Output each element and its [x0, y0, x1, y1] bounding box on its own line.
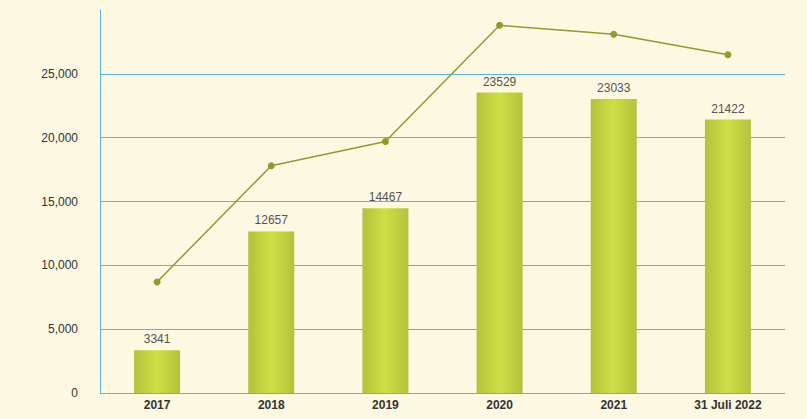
svg-text:2021: 2021 [600, 398, 627, 412]
svg-text:12657: 12657 [255, 213, 289, 227]
svg-text:23033: 23033 [597, 81, 631, 95]
svg-text:5,000: 5,000 [48, 322, 78, 336]
svg-text:10,000: 10,000 [41, 258, 78, 272]
svg-text:2017: 2017 [144, 398, 171, 412]
svg-text:20,000: 20,000 [41, 131, 78, 145]
svg-text:2019: 2019 [372, 398, 399, 412]
svg-text:2020: 2020 [486, 398, 513, 412]
svg-text:14467: 14467 [369, 190, 403, 204]
svg-text:3341: 3341 [144, 332, 171, 346]
svg-text:21422: 21422 [711, 102, 745, 116]
svg-text:31 Juli 2022: 31 Juli 2022 [694, 398, 762, 412]
svg-text:23529: 23529 [483, 75, 517, 89]
svg-text:15,000: 15,000 [41, 195, 78, 209]
svg-text:25,000: 25,000 [41, 67, 78, 81]
svg-text:0: 0 [71, 386, 78, 400]
svg-text:2018: 2018 [258, 398, 285, 412]
